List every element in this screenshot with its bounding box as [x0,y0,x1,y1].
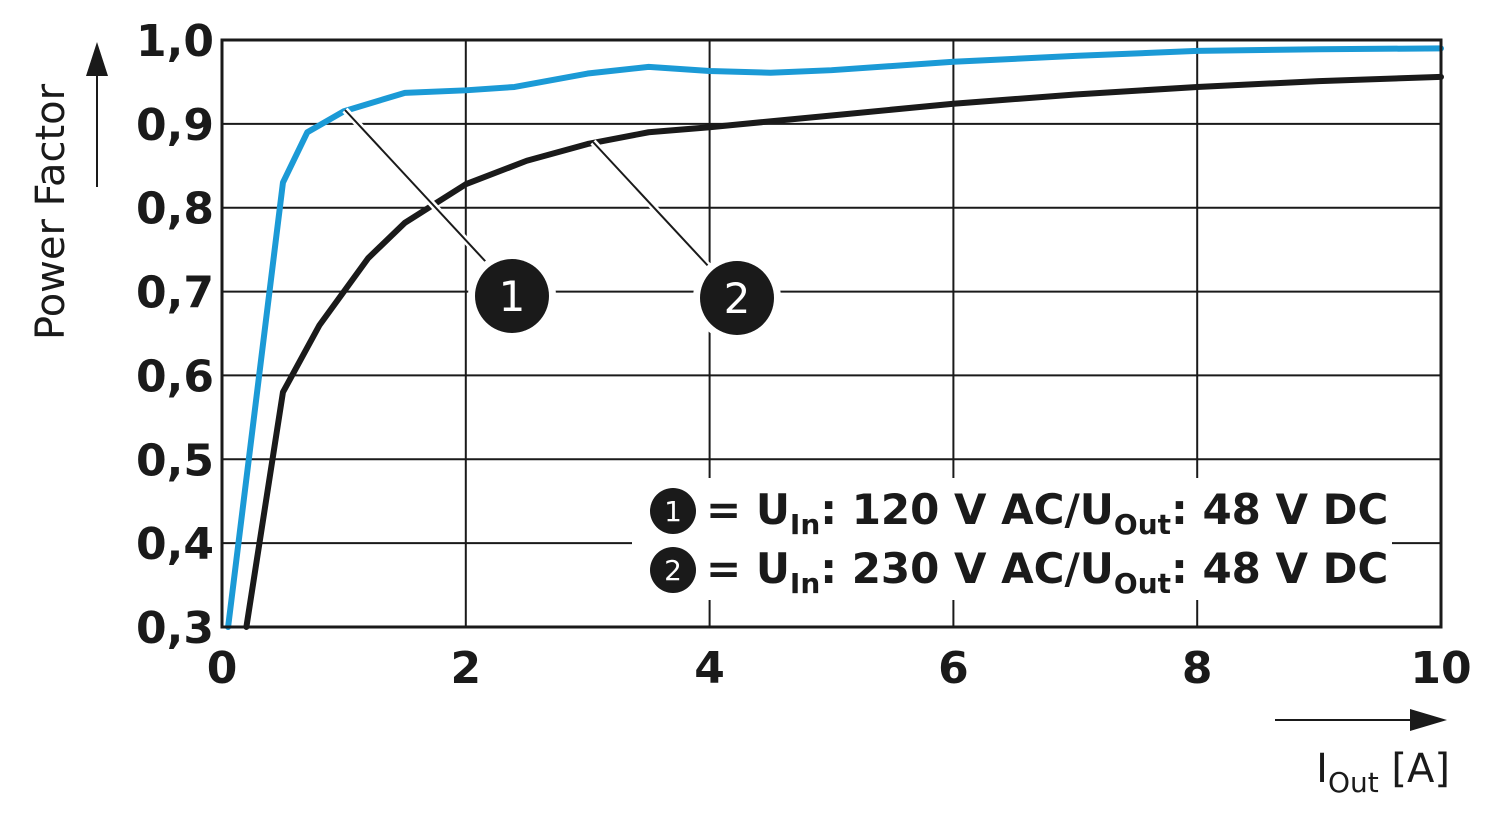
y-tick-label: 1,0 [136,16,214,67]
x-tick-label: 8 [1182,643,1213,694]
y-tick-label: 0,6 [136,351,214,402]
x-axis-title: IOut [A] [1316,746,1450,799]
x-arrowhead [1410,709,1447,731]
legend-entry: = UIn: 230 V AC/UOut: 48 V DC [706,544,1388,600]
legend-marker [650,488,696,534]
leader-line [344,109,487,263]
series-line [225,45,1444,630]
y-tick-label: 0,7 [136,268,214,319]
legend-marker-label: 1 [664,495,682,528]
x-tick-label: 10 [1410,643,1471,694]
leader-line [592,141,711,269]
legend-entry: = UIn: 120 V AC/UOut: 48 V DC [706,485,1388,541]
callout-label: 2 [724,274,751,323]
x-tick-label: 4 [694,643,725,694]
plot-frame [220,38,1443,629]
y-tick-label: 0,8 [136,184,214,235]
lines [225,45,1444,630]
y-axis-title: Power Factor [28,83,74,340]
legend-marker [650,547,696,593]
callout-circle [700,261,774,335]
y-tick-label: 0,5 [136,435,214,486]
y-tick-label: 0,4 [136,519,214,570]
x-tick-label: 6 [938,643,969,694]
x-tick-label: 2 [450,643,481,694]
legend-marker-label: 2 [664,554,682,587]
legend-box [632,478,1392,600]
y-arrowhead [86,42,108,76]
y-tick-label: 0,3 [136,603,214,654]
series-line [243,73,1444,630]
callout-label: 1 [499,272,526,321]
x-tick-label: 0 [207,643,238,694]
callout-circle [475,259,549,333]
y-tick-label: 0,9 [136,100,214,151]
